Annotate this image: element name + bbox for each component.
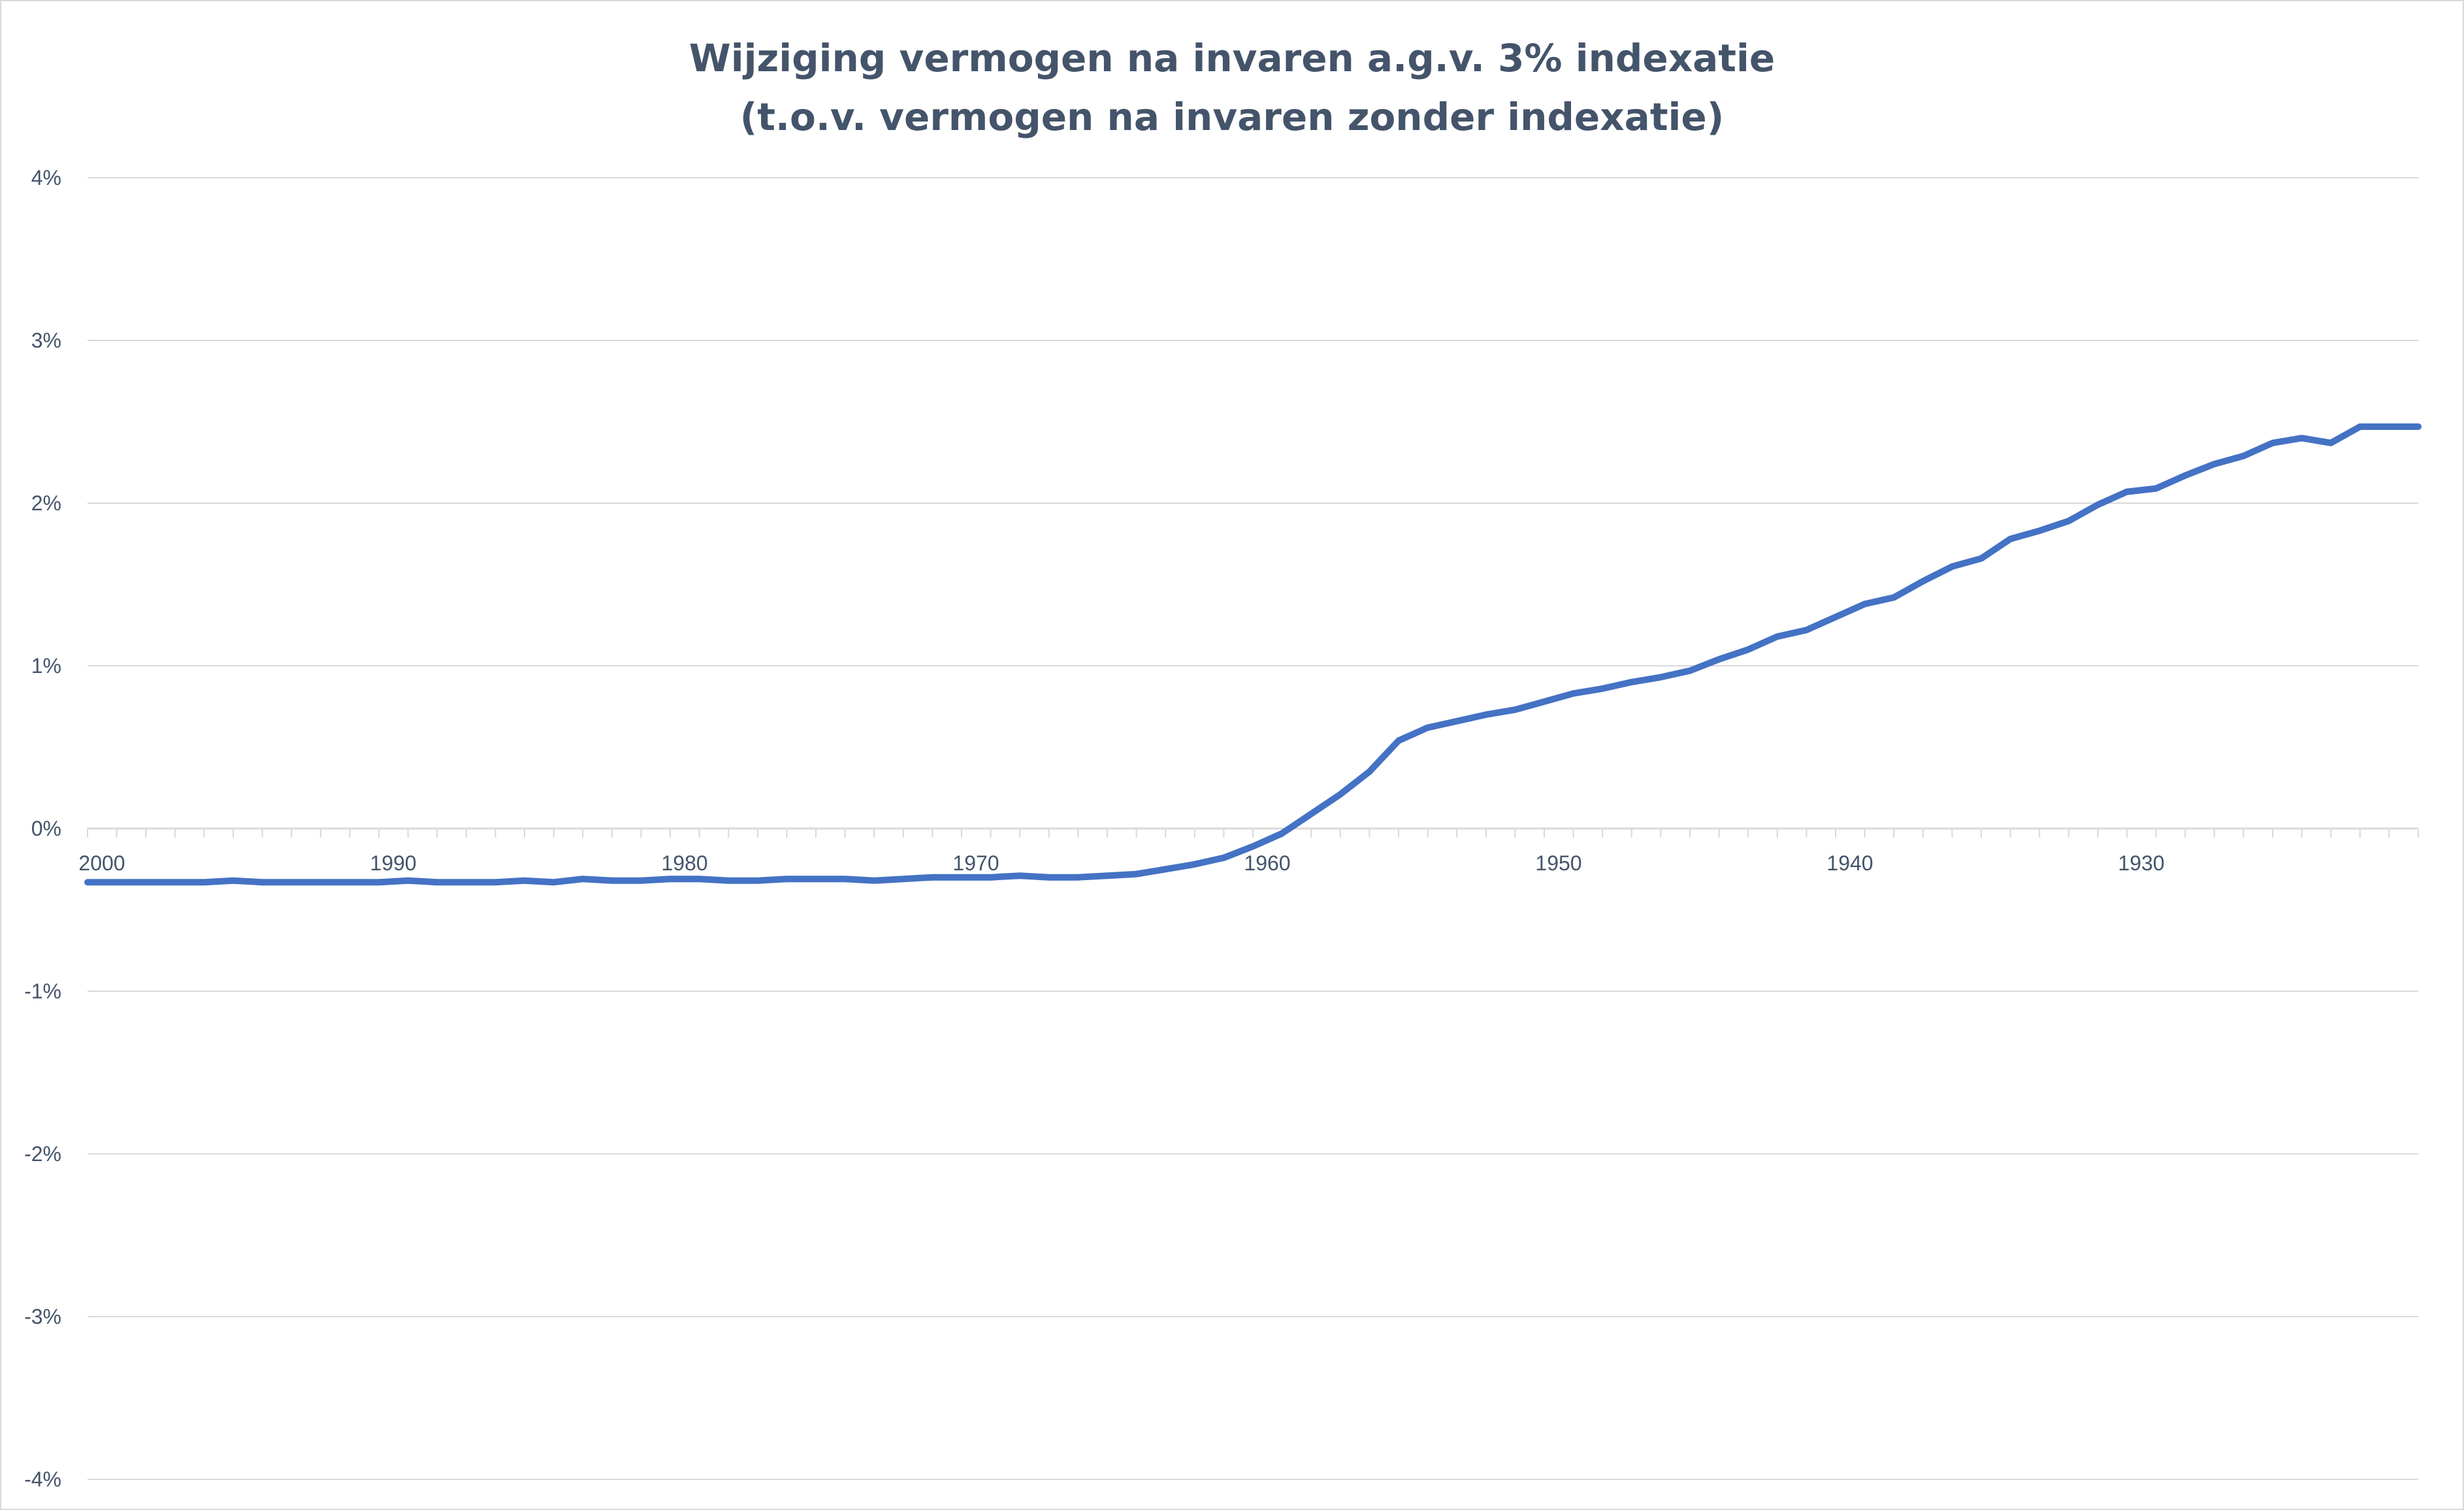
x-tick-label: 1940	[1826, 851, 1873, 875]
x-tick-label: 1970	[952, 851, 999, 875]
y-tick-label: 3%	[31, 329, 61, 352]
y-tick-label: 4%	[31, 166, 61, 189]
x-axis	[87, 827, 2419, 838]
y-tick-label: 2%	[31, 491, 61, 515]
x-tick-label: 1950	[1535, 851, 1581, 875]
x-tick-label: 2000	[78, 851, 125, 875]
chart-subtitle: (t.o.v. vermogen na invaren zonder index…	[739, 95, 1725, 139]
x-tick-label: 1980	[661, 851, 707, 875]
y-tick-label: -4%	[24, 1468, 61, 1491]
x-tick-label: 1930	[2118, 851, 2164, 875]
chart-title: Wijziging vermogen na invaren a.g.v. 3% …	[689, 36, 1775, 80]
y-tick-label: 0%	[31, 817, 61, 840]
gridlines	[88, 177, 2418, 1480]
x-tick-label: 1960	[1244, 851, 1290, 875]
series-layer	[84, 423, 2422, 886]
y-axis-labels: 4% 3% 2% 1% 0% -1% -2% -3% -4%	[24, 166, 61, 1491]
y-tick-label: 1%	[31, 654, 61, 678]
y-tick-label: -2%	[24, 1142, 61, 1166]
x-tick-label: 1990	[370, 851, 416, 875]
series-line	[84, 423, 2422, 886]
x-axis-labels: 2000 1990 1980 1970 1960 1950 1940 1930	[78, 851, 2164, 875]
y-tick-label: -3%	[24, 1305, 61, 1328]
y-tick-label: -1%	[24, 979, 61, 1003]
chart-title-block: Wijziging vermogen na invaren a.g.v. 3% …	[1, 29, 2463, 146]
